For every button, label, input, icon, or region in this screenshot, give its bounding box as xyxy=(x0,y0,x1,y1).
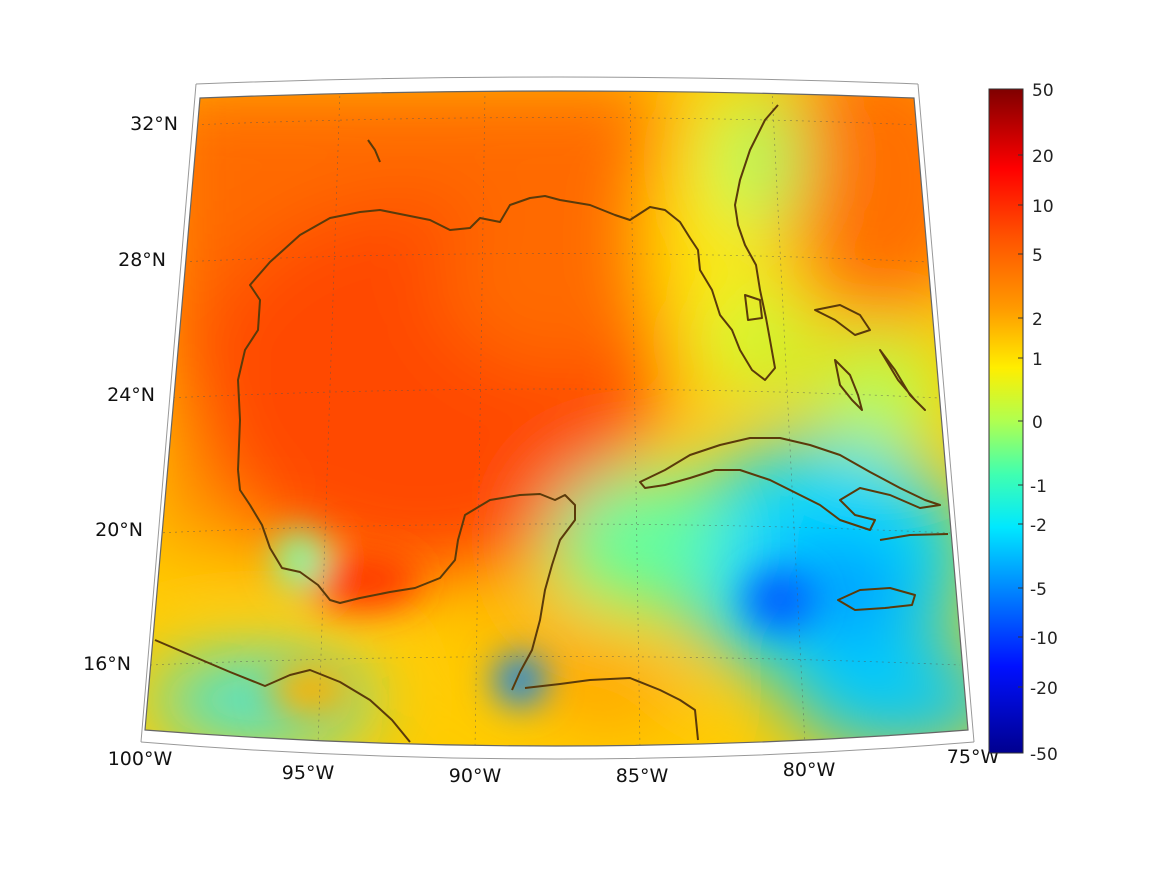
colorbar-ticks xyxy=(1018,154,1023,688)
lon-label-75w: 75°W xyxy=(947,746,1000,768)
colorbar-label-10: 10 xyxy=(1032,197,1054,217)
coastlines xyxy=(154,104,949,743)
lon-label-100w: 100°W xyxy=(108,748,173,770)
colorbar-label-5: 5 xyxy=(1032,246,1043,266)
colorbar-label-neg1: -1 xyxy=(1030,477,1047,497)
lat-label-20n: 20°N xyxy=(95,519,143,541)
lon-label-90w: 90°W xyxy=(449,765,502,787)
colorbar-label-1: 1 xyxy=(1032,350,1043,370)
colorbar-label-neg50: -50 xyxy=(1030,745,1058,765)
colorbar-label-0: 0 xyxy=(1032,413,1043,433)
graticule xyxy=(149,91,961,746)
lat-label-32n: 32°N xyxy=(130,113,178,135)
longitude-labels: 100°W 95°W 90°W 85°W 80°W 75°W xyxy=(108,746,1000,787)
lat-label-16n: 16°N xyxy=(83,653,131,675)
colorbar-gradient xyxy=(988,88,1024,754)
lon-label-95w: 95°W xyxy=(282,762,335,784)
colorbar-label-neg5: -5 xyxy=(1030,580,1047,600)
colorbar-label-20: 20 xyxy=(1032,147,1054,167)
colorbar-label-neg10: -10 xyxy=(1030,629,1058,649)
map-field xyxy=(145,91,968,746)
lon-label-85w: 85°W xyxy=(616,765,669,787)
map-frame xyxy=(140,76,975,760)
colorbar-label-50: 50 xyxy=(1032,81,1054,101)
colorbar-label-neg20: -20 xyxy=(1030,679,1058,699)
colorbar-label-neg2: -2 xyxy=(1030,516,1047,536)
colorbar-label-2: 2 xyxy=(1032,310,1043,330)
lat-label-24n: 24°N xyxy=(107,384,155,406)
colorbar: 50 20 10 5 2 1 0 -1 -2 -5 -10 -20 -50 xyxy=(988,81,1058,765)
lat-label-28n: 28°N xyxy=(118,249,166,271)
lon-label-80w: 80°W xyxy=(783,759,836,781)
latitude-labels: 32°N 28°N 24°N 20°N 16°N xyxy=(83,113,178,675)
